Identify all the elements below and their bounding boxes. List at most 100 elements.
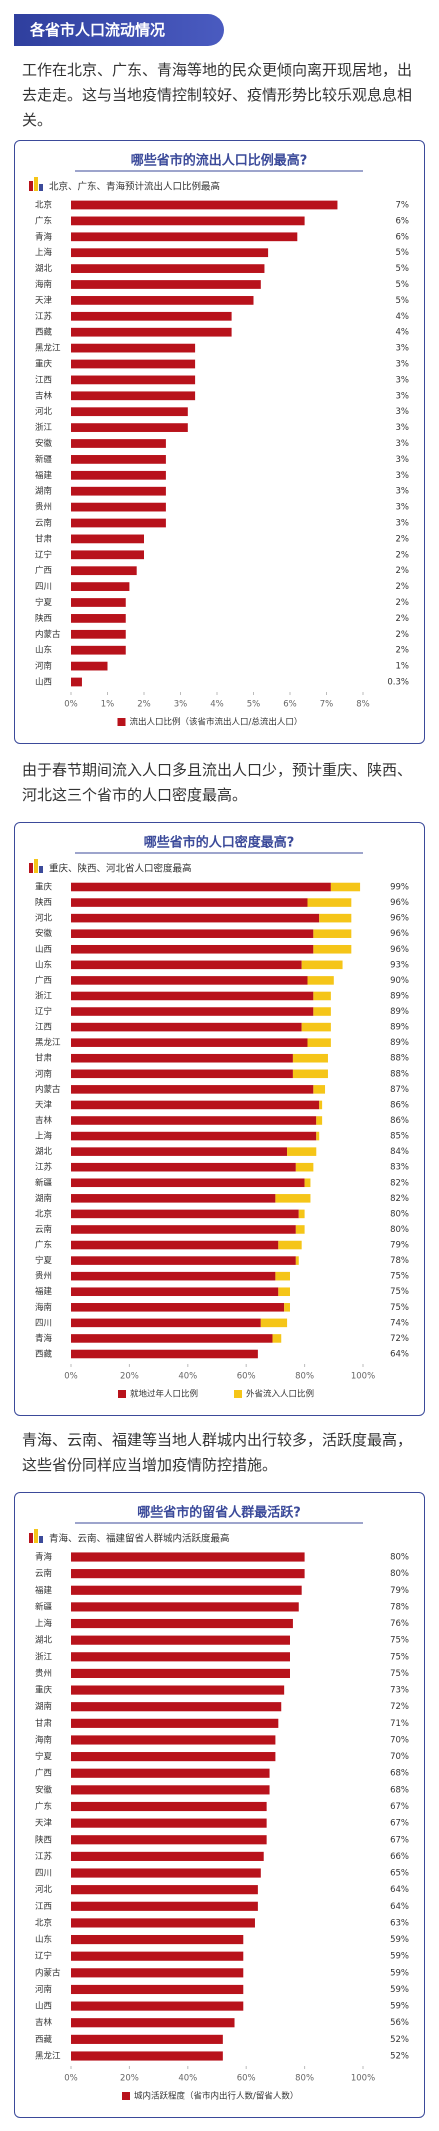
x-tick-label: 3%: [174, 700, 188, 710]
category-label: 广东: [35, 1801, 52, 1812]
total-label: 89%: [390, 991, 409, 1001]
bar: [71, 1069, 293, 1079]
bar: [71, 960, 302, 970]
chart-title: 哪些省市的留省人群最活跃?: [137, 1505, 301, 1521]
bar: [313, 1085, 326, 1094]
category-label: 海南: [35, 1734, 52, 1745]
x-tick-label: 6%: [283, 700, 297, 710]
total-label: 80%: [390, 1225, 409, 1235]
value-label: 2%: [396, 614, 410, 624]
bar: [71, 1702, 282, 1712]
bar: [304, 1178, 311, 1188]
category-label: 山西: [35, 2001, 52, 2012]
category-label: 北京: [35, 1917, 52, 1928]
bar: [272, 1334, 282, 1343]
category-label: 河北: [35, 1884, 53, 1895]
x-tick-label: 80%: [295, 1372, 314, 1382]
bar: [71, 661, 108, 671]
category-label: 云南: [35, 1568, 52, 1579]
bar: [71, 1752, 276, 1762]
bar: [71, 407, 188, 417]
bar: [71, 2051, 223, 2061]
value-label: 59%: [390, 1985, 409, 1995]
category-label: 西藏: [35, 2034, 53, 2045]
value-label: 3%: [396, 439, 410, 449]
bar: [71, 200, 338, 210]
value-label: 67%: [390, 1802, 409, 1812]
value-label: 67%: [390, 1819, 409, 1829]
category-label: 宁夏: [35, 1751, 53, 1762]
total-label: 96%: [390, 898, 409, 908]
value-label: 0.3%: [387, 678, 409, 688]
category-label: 山东: [35, 645, 52, 656]
category-label: 广西: [35, 1768, 52, 1779]
bar: [287, 1147, 317, 1156]
x-tick-label: 40%: [178, 2074, 197, 2084]
total-label: 96%: [390, 945, 409, 955]
bar: [71, 1984, 244, 1995]
value-label: 5%: [396, 248, 410, 258]
bar: [316, 1116, 323, 1125]
chart-subtitle: 重庆、陕西、河北省人口密度最高: [49, 863, 192, 875]
bar: [278, 1240, 302, 1250]
bar: [71, 1178, 305, 1188]
value-label: 4%: [396, 328, 410, 338]
bar: [313, 1007, 331, 1016]
category-label: 四川: [35, 582, 52, 592]
category-label: 广东: [35, 215, 52, 226]
x-tick-label: 7%: [320, 700, 334, 710]
bar: [330, 882, 361, 892]
total-label: 75%: [390, 1287, 409, 1297]
bar: [71, 1569, 305, 1579]
bar: [71, 929, 314, 938]
bar: [301, 960, 343, 970]
category-label: 浙江: [35, 422, 53, 433]
value-label: 5%: [396, 296, 410, 306]
value-label: 3%: [396, 344, 410, 354]
category-label: 天津: [35, 1818, 53, 1829]
bar: [71, 944, 314, 954]
chart-title: 哪些省市的人口密度最高?: [144, 835, 295, 851]
total-label: 79%: [390, 1241, 409, 1251]
value-label: 79%: [390, 1586, 409, 1596]
value-label: 71%: [390, 1719, 409, 1729]
bar: [71, 1007, 314, 1016]
category-label: 青海: [35, 231, 53, 242]
bar: [71, 1934, 244, 1945]
bar: [71, 1635, 290, 1645]
bar: [71, 629, 126, 639]
total-label: 96%: [390, 929, 409, 939]
chart-box: 哪些省市的流出人口比例最高? 北京、广东、青海预计流出人口比例最高 0% 1% 2% 3%…: [14, 140, 425, 744]
total-label: 86%: [390, 1116, 409, 1126]
category-label: 新疆: [35, 1177, 53, 1188]
icon: [34, 1529, 38, 1543]
x-tick-label: 0%: [64, 700, 78, 710]
category-label: 重庆: [35, 359, 53, 370]
value-label: 67%: [390, 1835, 409, 1845]
bar: [71, 1131, 317, 1141]
bar: [71, 1885, 258, 1895]
value-label: 3%: [396, 503, 410, 513]
total-label: 75%: [390, 1303, 409, 1313]
value-label: 80%: [390, 1569, 409, 1579]
legend-swatch: [234, 1390, 242, 1398]
category-label: 福建: [35, 1585, 53, 1596]
bar: [71, 1901, 258, 1911]
category-label: 浙江: [35, 990, 53, 1001]
category-label: 海南: [35, 1302, 52, 1313]
bar: [316, 1131, 320, 1141]
legend-label: 流出人口比例（该省市流出人口/总流出人口）: [130, 717, 303, 728]
bar: [71, 1100, 320, 1110]
bar: [71, 1053, 293, 1063]
category-label: 黑龙江: [35, 2051, 61, 2062]
category-label: 山东: [35, 1934, 52, 1945]
category-label: 甘肃: [35, 533, 53, 544]
bar: [71, 1835, 267, 1845]
bar: [71, 1718, 279, 1728]
value-label: 6%: [396, 232, 410, 242]
bar: [307, 1038, 331, 1047]
bar: [71, 423, 188, 432]
value-label: 2%: [396, 598, 410, 608]
value-label: 64%: [390, 1902, 409, 1912]
